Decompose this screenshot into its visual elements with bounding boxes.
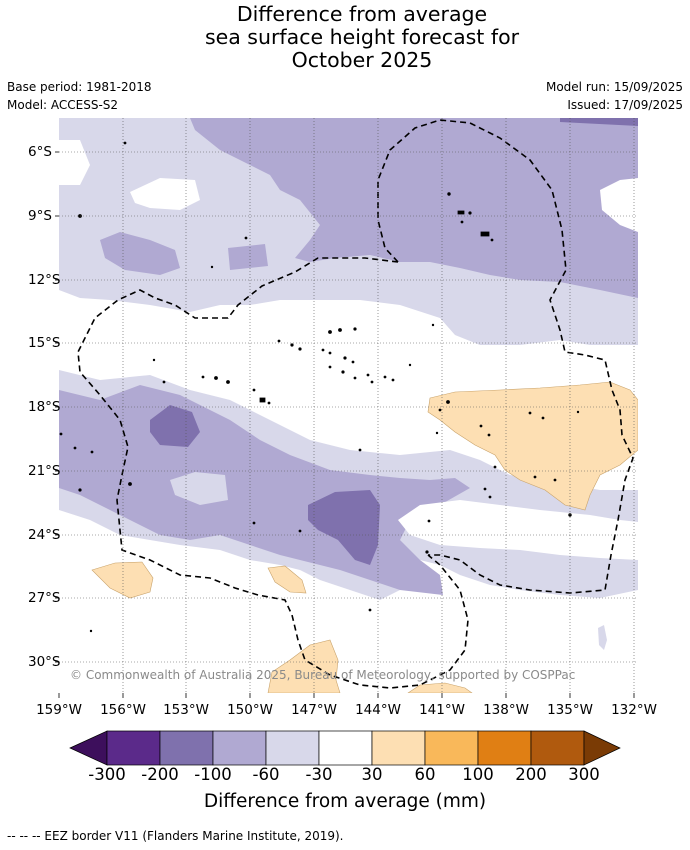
colorbar <box>69 730 621 766</box>
anomaly-hole-1 <box>130 178 200 210</box>
lat-label: 30°S <box>28 654 61 670</box>
eez-borders <box>77 119 634 689</box>
colorbar-bin <box>424 730 479 766</box>
lat-label: 15°S <box>28 335 61 351</box>
colorbar-bin <box>106 730 161 766</box>
anomaly-hole-2 <box>600 178 638 232</box>
map-title: Difference from average sea surface heig… <box>0 3 690 72</box>
lat-label: 18°S <box>28 399 61 415</box>
colorbar-tick: 60 <box>414 765 436 784</box>
positive-patch-center <box>267 565 307 594</box>
anomaly-hole-3 <box>59 140 90 185</box>
colorbar-tick: 30 <box>361 765 383 784</box>
colorbar-bin <box>212 730 267 766</box>
meta-left: Base period: 1981-2018 Model: ACCESS-S2 <box>7 78 152 114</box>
title-line-3: October 2025 <box>291 48 433 72</box>
eez-footnote: -- -- -- EEZ border V11 (Flanders Marine… <box>7 829 344 843</box>
colorbar-tick: -200 <box>141 765 179 784</box>
anomaly-patch-west2 <box>228 244 268 270</box>
lon-label: 132°W <box>611 702 657 718</box>
title-line-2: sea surface height forecast for <box>204 25 520 49</box>
positive-patch-south2 <box>407 682 473 693</box>
lat-label: 24°S <box>28 527 61 543</box>
anomaly-patch-west <box>100 232 180 275</box>
lon-label: 150°W <box>227 702 273 718</box>
lon-label: 159°W <box>36 702 82 718</box>
colorbar-tick: -30 <box>305 765 333 784</box>
lat-label: 12°S <box>28 272 61 288</box>
colorbar-tick: 300 <box>568 765 600 784</box>
colorbar-tick: -100 <box>194 765 232 784</box>
colorbar-extend-low <box>69 730 108 766</box>
colorbar-tick: -60 <box>252 765 280 784</box>
meta-right: Model run: 15/09/2025 Issued: 17/09/2025 <box>546 78 683 114</box>
lon-label: 144°W <box>355 702 401 718</box>
lat-label: 21°S <box>28 463 61 479</box>
colorbar-title: Difference from average (mm) <box>203 791 487 812</box>
positive-patch-east <box>427 381 638 511</box>
map-field <box>59 118 638 693</box>
anomaly-white-patch-se <box>398 500 638 560</box>
lat-label: 9°S <box>28 208 52 224</box>
lon-label: 156°W <box>100 702 146 718</box>
lon-label: 141°W <box>419 702 465 718</box>
gridlines <box>59 118 638 693</box>
anomaly-strong-1 <box>150 405 200 447</box>
title-line-1: Difference from average <box>236 2 488 26</box>
model-run: Model run: 15/09/2025 <box>545 80 683 94</box>
islands <box>59 141 580 633</box>
colorbar-bin <box>265 730 320 766</box>
lon-label: 147°W <box>291 702 337 718</box>
issued-date: Issued: 17/09/2025 <box>567 98 683 112</box>
colorbar-bin <box>318 730 373 766</box>
colorbar-tick: 100 <box>462 765 494 784</box>
anomaly-hole-4 <box>170 472 228 505</box>
lat-label: 6°S <box>28 144 52 160</box>
axis-ticks <box>55 151 635 698</box>
colorbar-tick: 200 <box>515 765 547 784</box>
lat-label: 27°S <box>28 590 61 606</box>
lon-label: 135°W <box>547 702 593 718</box>
lon-label: 153°W <box>163 702 209 718</box>
colorbar-bin <box>530 730 585 766</box>
positive-patch-south <box>267 639 341 693</box>
anomaly-band-north-mid <box>190 118 638 298</box>
anomaly-strong-ne <box>560 118 638 126</box>
base-period: Base period: 1981-2018 <box>7 80 152 94</box>
colorbar-tick: -300 <box>88 765 126 784</box>
model-name: Model: ACCESS-S2 <box>7 98 119 112</box>
colorbar-bin <box>477 730 532 766</box>
colorbar-extend-high <box>583 730 621 766</box>
colorbar-bin <box>371 730 426 766</box>
colorbar-bin <box>159 730 214 766</box>
copyright-notice: © Commonwealth of Australia 2025, Bureau… <box>70 668 576 682</box>
lon-label: 138°W <box>483 702 529 718</box>
anomaly-strong-2 <box>308 490 380 565</box>
positive-patch-sw <box>91 561 154 599</box>
negative-patch-sliver <box>598 625 607 650</box>
